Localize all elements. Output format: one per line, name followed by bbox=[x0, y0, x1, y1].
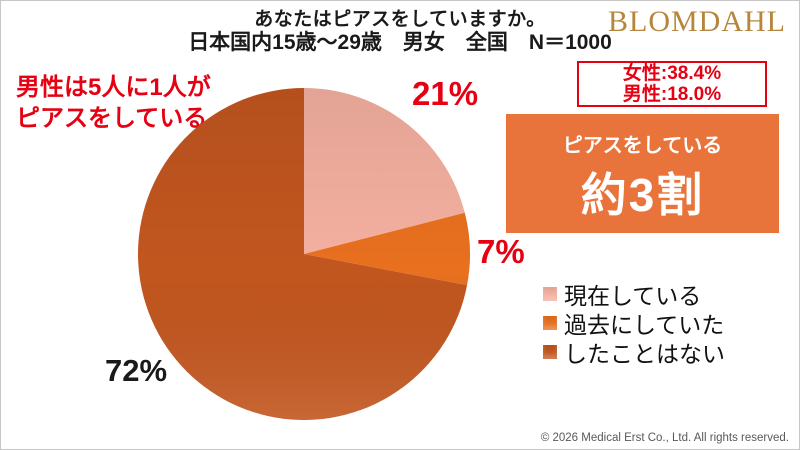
legend-swatch-current bbox=[543, 286, 557, 301]
legend-swatch-never bbox=[543, 344, 557, 359]
stats-female: 女性:38.4% bbox=[622, 63, 722, 84]
copyright: © 2026 Medical Erst Co., Ltd. All rights… bbox=[540, 432, 789, 444]
stats-box: 女性:38.4% 男性:18.0% bbox=[577, 61, 767, 107]
brand-logo: BLOMDAHL bbox=[608, 5, 786, 38]
pie-chart bbox=[137, 87, 471, 421]
legend-label-past: 過去にしていた bbox=[564, 311, 725, 338]
legend-item-current: 現在している bbox=[543, 279, 725, 309]
annotation-line2: ピアスをしている bbox=[16, 105, 208, 132]
stats-male: 男性:18.0% bbox=[622, 84, 722, 105]
pie-svg bbox=[138, 88, 470, 421]
pie-label-current: 21% bbox=[412, 75, 479, 112]
page-title: あなたはピアスをしていますか。 bbox=[254, 9, 546, 30]
annotation-line1: 男性は5人に1人が bbox=[16, 74, 211, 101]
legend: 現在している 過去にしていた したことはない bbox=[543, 279, 725, 367]
pie-label-past: 7% bbox=[477, 233, 525, 270]
highlight-caption: ピアスをしている bbox=[562, 135, 723, 157]
legend-item-never: したことはない bbox=[543, 337, 725, 367]
legend-label-never: したことはない bbox=[564, 340, 725, 367]
page-subtitle: 日本国内15歳～29歳 男女 全国 N＝1000 bbox=[188, 31, 612, 54]
legend-swatch-past bbox=[543, 315, 557, 330]
legend-label-current: 現在している bbox=[564, 282, 702, 309]
pie-label-never: 72% bbox=[105, 353, 168, 388]
highlight-box: ピアスをしている 約3割 bbox=[506, 114, 779, 233]
legend-item-past: 過去にしていた bbox=[543, 308, 725, 338]
annotation: 男性は5人に1人が ピアスをしている bbox=[16, 72, 211, 134]
highlight-headline: 約3割 bbox=[580, 169, 705, 221]
